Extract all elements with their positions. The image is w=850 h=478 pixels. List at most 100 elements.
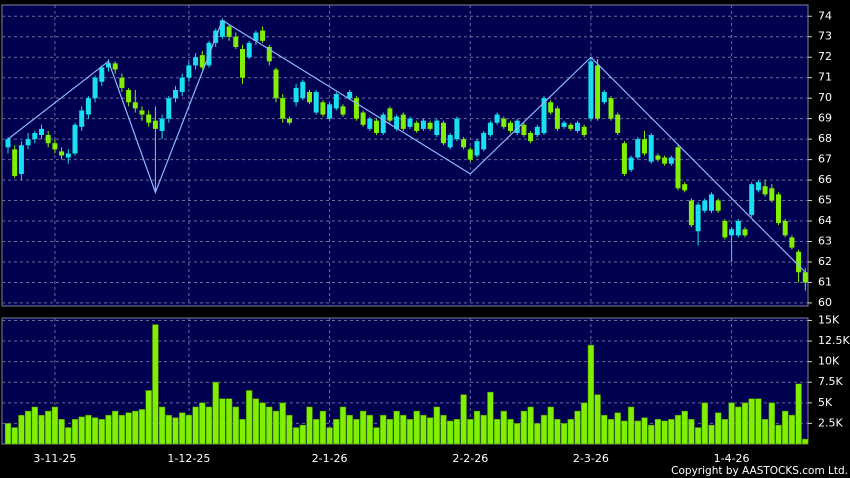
- candle-body: [112, 63, 118, 70]
- candle-body: [193, 57, 199, 66]
- candle-body: [762, 186, 768, 195]
- volume-bar: [775, 424, 782, 445]
- copyright: Copyright by AASTOCKS.com Ltd.: [671, 465, 848, 477]
- candle-body: [273, 69, 279, 99]
- volume-bar: [58, 419, 65, 445]
- volume-bar: [661, 420, 668, 445]
- candle-body: [394, 116, 400, 129]
- candle-body: [85, 98, 91, 115]
- candle-body: [199, 55, 205, 68]
- volume-bar: [219, 398, 226, 445]
- volume-bar: [31, 406, 38, 445]
- candle-body: [548, 102, 554, 113]
- candle-body: [166, 98, 172, 119]
- volume-bar: [554, 419, 561, 445]
- volume-bar: [71, 419, 79, 445]
- y-tick-label: 10K: [818, 355, 840, 368]
- y-tick-label: 61: [818, 275, 832, 288]
- candle-body: [106, 63, 111, 68]
- candle-body: [554, 108, 560, 129]
- y-tick-label: 15K: [818, 313, 840, 326]
- candle-body: [595, 65, 601, 119]
- zigzag-line: [7, 19, 806, 273]
- volume-bar: [185, 414, 193, 445]
- y-tick-label: 72: [818, 50, 832, 63]
- volume-bar: [453, 419, 461, 445]
- volume-bar: [460, 394, 467, 445]
- y-tick-label: 67: [818, 153, 832, 166]
- x-tick-label: 2-2-26: [452, 452, 488, 465]
- volume-bar: [426, 417, 434, 445]
- volume-bar: [172, 417, 179, 445]
- volume-bar: [587, 344, 595, 445]
- candle-body: [447, 135, 453, 148]
- volume-bar: [165, 414, 172, 445]
- volume-bar: [433, 406, 440, 445]
- volume-bar: [782, 410, 789, 445]
- candle-body: [474, 141, 480, 156]
- candle-body: [286, 118, 292, 123]
- candle-body: [99, 67, 105, 82]
- candle-body: [293, 87, 299, 103]
- candle-body: [407, 118, 413, 127]
- x-tick-label: 3-11-25: [33, 452, 76, 465]
- candle-body: [494, 114, 500, 123]
- volume-bar: [199, 402, 206, 445]
- candle-body: [79, 110, 85, 127]
- candle-body: [45, 135, 51, 144]
- volume-bar: [91, 417, 99, 445]
- candle-body: [776, 194, 781, 224]
- candle-body: [467, 149, 473, 160]
- volume-bar: [534, 423, 541, 445]
- candle-body: [186, 65, 192, 78]
- volume-bar: [768, 402, 775, 445]
- candle-body: [561, 122, 567, 127]
- y-tick-label: 12.5K: [818, 334, 850, 347]
- volume-bar: [239, 419, 246, 445]
- candle-body: [534, 126, 540, 136]
- candle-body: [735, 221, 741, 236]
- candle-body: [360, 112, 366, 125]
- price-panel: [1, 4, 809, 307]
- volume-bar: [795, 383, 802, 445]
- volume-bar: [366, 414, 373, 445]
- volume-bar: [413, 410, 420, 445]
- volume-bar: [601, 414, 608, 445]
- volume-bar: [674, 414, 682, 445]
- candle-body: [528, 132, 534, 142]
- candle-body: [347, 92, 353, 99]
- volume-bar: [225, 398, 233, 445]
- volume-bar: [259, 402, 266, 445]
- volume-bar: [547, 406, 554, 445]
- x-tick-label: 2-1-26: [312, 452, 348, 465]
- y-tick-label: 74: [818, 9, 832, 22]
- volume-bar: [132, 410, 139, 445]
- volume-bar: [125, 412, 132, 445]
- volume-bar: [735, 406, 742, 445]
- candle-body: [132, 102, 138, 109]
- volume-bar: [272, 410, 280, 445]
- y-tick-label: 66: [818, 173, 832, 186]
- candle-body: [414, 122, 420, 131]
- volume-bar: [614, 412, 621, 445]
- candle-body: [126, 89, 132, 103]
- y-tick-label: 71: [818, 71, 832, 84]
- volume-bar: [400, 414, 407, 445]
- candle-body: [621, 143, 627, 174]
- volume-bar: [98, 419, 105, 445]
- candle-body: [159, 118, 165, 131]
- volume-bar: [78, 416, 85, 445]
- volume-bar: [279, 402, 286, 445]
- candle-body: [642, 139, 647, 154]
- candle-body: [266, 46, 272, 62]
- candle-body: [755, 182, 761, 191]
- volume-bar: [24, 410, 32, 445]
- candle-body: [782, 221, 788, 236]
- volume-bar: [319, 410, 327, 445]
- volume-bar: [346, 414, 353, 445]
- volume-bar: [138, 409, 146, 445]
- volume-bar: [688, 419, 695, 445]
- volume-bar: [627, 406, 635, 445]
- y-tick-label: 73: [818, 30, 832, 43]
- candle-body: [374, 120, 379, 133]
